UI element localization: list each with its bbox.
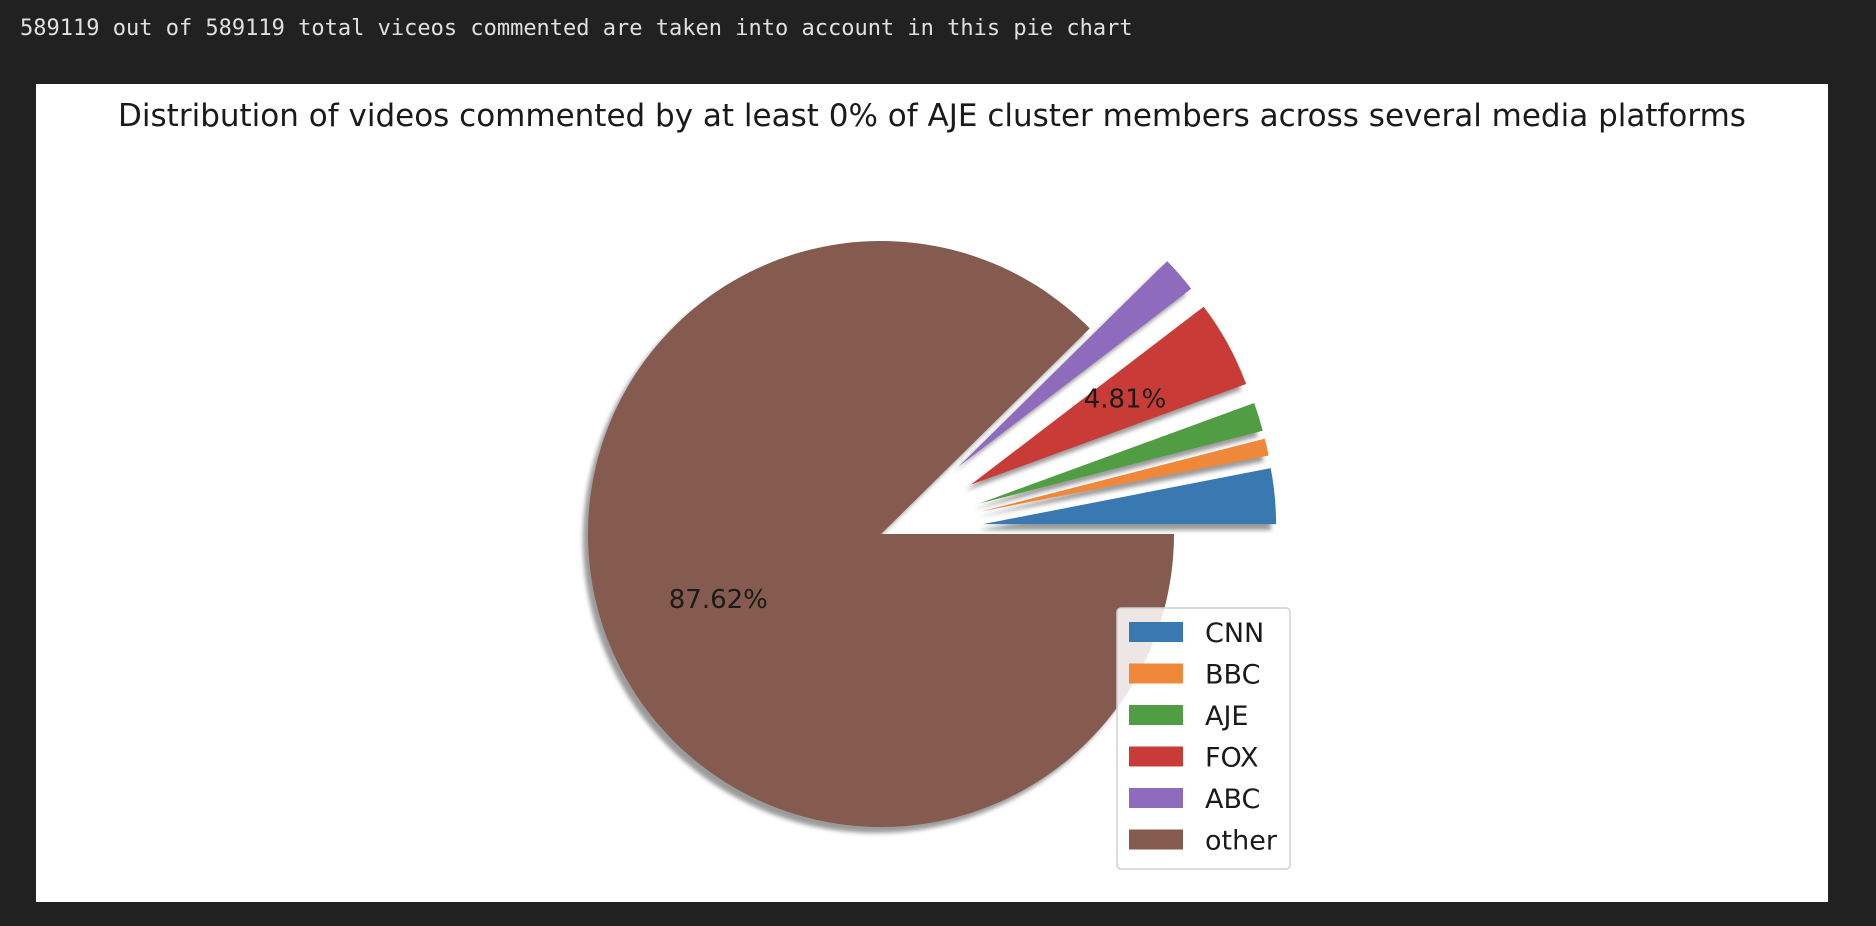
- legend-label-aje: AJE: [1205, 701, 1249, 732]
- legend-label-other: other: [1205, 826, 1278, 857]
- percent-label-fox: 4.81%: [1084, 385, 1167, 415]
- legend-label-bbc: BBC: [1205, 660, 1260, 691]
- legend-label-abc: ABC: [1205, 784, 1260, 815]
- output-text: 589119 out of 589119 total viceos commen…: [20, 16, 1133, 41]
- pie-slice-fox: [970, 306, 1247, 485]
- legend-swatch-cnn: [1129, 622, 1183, 642]
- pie-slices: [587, 241, 1277, 828]
- legend-swatch-fox: [1129, 746, 1183, 767]
- pie-slice-aje: [978, 402, 1263, 504]
- legend-swatch-bbc: [1129, 663, 1183, 684]
- chart-title: Distribution of videos commented by at l…: [118, 98, 1746, 134]
- legend: CNN BBC AJE FOX ABC other: [1116, 607, 1291, 870]
- pie-chart-figure: Distribution of videos commented by at l…: [36, 84, 1828, 902]
- pie-chart: Distribution of videos commented by at l…: [118, 98, 1746, 870]
- legend-swatch-aje: [1129, 705, 1183, 725]
- pie-slice-other: [587, 241, 1174, 828]
- pie-percent-labels: 4.81% 87.62%: [669, 385, 1167, 616]
- percent-label-other: 87.62%: [669, 585, 768, 615]
- pie-slice-abc: [958, 261, 1192, 467]
- legend-label-cnn: CNN: [1205, 618, 1264, 649]
- legend-swatch-other: [1129, 829, 1183, 850]
- pie-slice-cnn: [983, 468, 1277, 525]
- legend-swatch-abc: [1129, 788, 1183, 808]
- legend-label-fox: FOX: [1205, 743, 1259, 774]
- pie-slice-bbc: [981, 438, 1269, 512]
